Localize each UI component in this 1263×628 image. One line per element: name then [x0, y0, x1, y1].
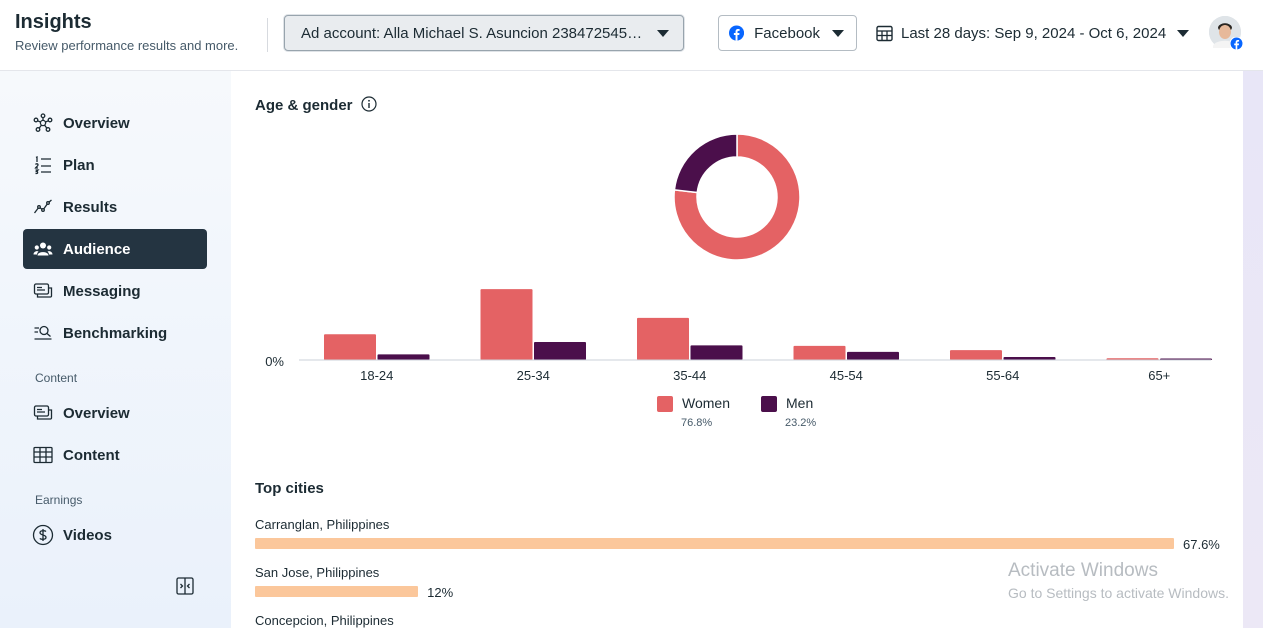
sidebar-item-label: Overview — [63, 114, 130, 132]
numbered-list-icon — [32, 154, 54, 176]
women-swatch — [657, 396, 673, 412]
age-gender-title: Age & gender — [255, 97, 353, 114]
info-icon[interactable] — [361, 96, 377, 112]
city-name: Carranglan, Philippines — [255, 517, 390, 532]
sidebar-section-earnings: Earnings — [35, 493, 83, 507]
search-list-icon — [32, 322, 54, 344]
scroll-gutter — [1243, 71, 1263, 628]
bar-men-35-44[interactable] — [690, 345, 743, 360]
x-tick-label: 65+ — [1148, 368, 1170, 383]
age-gender-heading: Age & gender — [255, 96, 377, 114]
legend-men[interactable]: Men 23.2% — [761, 395, 816, 429]
sidebar-section-content: Content — [35, 371, 78, 385]
sidebar-item-content[interactable]: Content — [23, 435, 207, 475]
y-tick-label: 0% — [265, 354, 284, 369]
trend-line-icon — [32, 196, 54, 218]
collapse-sidebar-icon[interactable] — [175, 576, 195, 596]
bar-men-55-64[interactable] — [1003, 356, 1056, 360]
people-icon — [32, 238, 54, 260]
facebook-icon — [729, 25, 745, 41]
age-bar-chart — [324, 289, 1212, 360]
dollar-circle-icon — [32, 524, 54, 546]
page-subtitle: Review performance results and more. — [15, 38, 239, 53]
sidebar-item-audience[interactable]: Audience — [23, 229, 207, 269]
x-tick-label: 55-64 — [986, 368, 1019, 383]
sidebar-item-label: Messaging — [63, 282, 141, 300]
x-tick-label: 35-44 — [673, 368, 706, 383]
bar-women-55-64[interactable] — [950, 350, 1002, 360]
network-icon — [32, 112, 54, 134]
sidebar-item-label: Plan — [63, 156, 95, 174]
chevron-down-icon — [1177, 29, 1190, 37]
windows-watermark-subtitle: Go to Settings to activate Windows. — [1008, 585, 1229, 601]
table-icon — [32, 444, 54, 466]
bar-women-18-24[interactable] — [324, 334, 376, 360]
bar-women-25-34[interactable] — [480, 289, 533, 360]
sidebar-item-plan[interactable]: Plan — [23, 145, 207, 185]
platform-label: Facebook — [754, 24, 820, 42]
sidebar-item-label: Overview — [63, 404, 130, 422]
top-header: Insights Review performance results and … — [0, 0, 1263, 71]
chevron-down-icon — [832, 29, 844, 37]
sidebar-item-overview[interactable]: Overview — [23, 103, 207, 143]
legend-label: Men — [786, 395, 814, 411]
bar-men-25-34[interactable] — [534, 341, 586, 360]
ad-account-dropdown[interactable]: Ad account: Alla Michael S. Asuncion 238… — [284, 15, 684, 51]
date-range-label: Last 28 days: Sep 9, 2024 - Oct 6, 2024 — [901, 24, 1167, 42]
bar-women-45-54[interactable] — [793, 345, 846, 360]
sidebar: Overview Plan Results Audience Messaging… — [0, 71, 231, 628]
platform-dropdown[interactable]: Facebook — [718, 15, 857, 51]
windows-watermark-title: Activate Windows — [1008, 560, 1158, 581]
sidebar-item-label: Audience — [63, 240, 131, 258]
city-percent: 12% — [427, 585, 454, 600]
avatar[interactable] — [1209, 16, 1243, 50]
header-divider — [267, 18, 268, 52]
legend-women[interactable]: Women 76.8% — [657, 395, 730, 429]
message-cards-icon — [32, 280, 54, 302]
sidebar-item-messaging[interactable]: Messaging — [23, 271, 207, 311]
x-tick-label: 25-34 — [517, 368, 550, 383]
legend-label: Women — [682, 395, 730, 411]
age-gender-chart: 0% 18-24 25-34 35-44 45-54 55-64 65+ — [265, 133, 1212, 383]
legend-percent: 23.2% — [785, 417, 817, 429]
sidebar-item-label: Results — [63, 198, 118, 216]
ad-account-label: Ad account: Alla Michael S. Asuncion 238… — [301, 24, 645, 42]
sidebar-item-videos[interactable]: Videos — [23, 515, 207, 555]
legend-percent: 76.8% — [681, 417, 713, 429]
city-name: San Jose, Philippines — [255, 565, 380, 580]
facebook-badge-icon — [1230, 37, 1243, 50]
x-tick-label: 18-24 — [360, 368, 393, 383]
city-percent: 67.6% — [1183, 537, 1220, 552]
donut-slice-men[interactable] — [673, 133, 738, 194]
sidebar-item-content-overview[interactable]: Overview — [23, 393, 207, 433]
men-swatch — [761, 396, 777, 412]
bar-men-45-54[interactable] — [847, 351, 899, 360]
x-tick-labels: 18-24 25-34 35-44 45-54 55-64 65+ — [360, 368, 1170, 383]
sidebar-item-label: Content — [63, 446, 120, 464]
bar-men-18-24[interactable] — [377, 354, 430, 360]
sidebar-item-results[interactable]: Results — [23, 187, 207, 227]
message-cards-icon — [32, 402, 54, 424]
sidebar-item-label: Videos — [63, 526, 112, 544]
calendar-grid-icon — [876, 25, 893, 41]
x-tick-label: 45-54 — [830, 368, 863, 383]
city-name: Concepcion, Philippines — [255, 613, 394, 628]
bar-women-35-44[interactable] — [637, 317, 689, 360]
city-bar — [255, 538, 1174, 549]
sidebar-item-label: Benchmarking — [63, 324, 168, 342]
page-title: Insights — [15, 11, 92, 33]
date-range-picker[interactable]: Last 28 days: Sep 9, 2024 - Oct 6, 2024 — [876, 15, 1190, 51]
gender-donut-chart — [673, 133, 801, 261]
top-cities-title: Top cities — [255, 480, 324, 497]
donut-slice-women[interactable] — [673, 133, 801, 261]
sidebar-item-benchmarking[interactable]: Benchmarking — [23, 313, 207, 353]
city-bar — [255, 586, 419, 597]
chevron-down-icon — [657, 29, 669, 37]
